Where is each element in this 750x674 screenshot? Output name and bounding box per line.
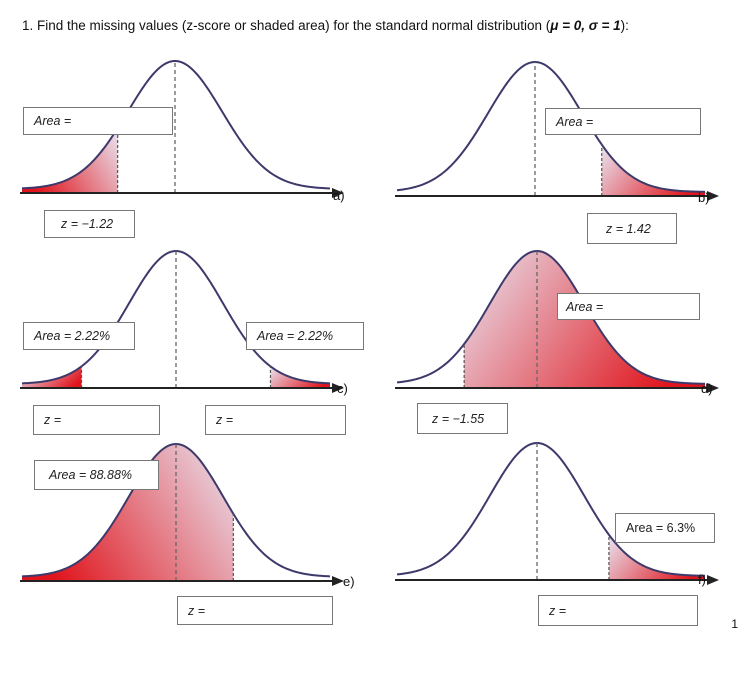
panel-label-e: e) bbox=[343, 574, 355, 589]
panel-a: a) Area = z = −1.22 bbox=[0, 50, 375, 250]
panel-label-a: a) bbox=[333, 188, 345, 203]
normal-curve-e bbox=[20, 442, 344, 586]
title-suffix: ): bbox=[620, 18, 629, 33]
z-callout-a[interactable]: z = −1.22 bbox=[44, 210, 135, 238]
panel-c: c) Area = 2.22% Area = 2.22% z = z = bbox=[0, 245, 375, 445]
area-callout-f[interactable]: Area = 6.3% bbox=[615, 513, 715, 543]
z-callout-c-right[interactable]: z = bbox=[205, 405, 346, 435]
area-callout-e[interactable]: Area = 88.88% bbox=[34, 460, 159, 490]
panel-b: b) Area = z = 1.42 bbox=[375, 50, 750, 250]
z-callout-f[interactable]: z = bbox=[538, 595, 698, 626]
area-callout-a[interactable]: Area = bbox=[23, 107, 173, 135]
normal-curve-f bbox=[395, 441, 719, 585]
area-callout-c-left[interactable]: Area = 2.22% bbox=[23, 322, 135, 350]
normal-curve-a bbox=[20, 60, 344, 198]
question-title: 1. Find the missing values (z-score or s… bbox=[22, 18, 629, 33]
normal-curve-b bbox=[395, 60, 719, 201]
z-callout-d[interactable]: z = −1.55 bbox=[417, 403, 508, 434]
area-callout-c-right[interactable]: Area = 2.22% bbox=[246, 322, 364, 350]
z-callout-c-left[interactable]: z = bbox=[33, 405, 160, 435]
panel-label-f: f) bbox=[698, 572, 706, 587]
area-callout-b[interactable]: Area = bbox=[545, 108, 701, 135]
panel-d: d) Area = z = −1.55 bbox=[375, 245, 750, 445]
panel-f: f) Area = 6.3% z = bbox=[375, 440, 750, 640]
area-callout-d[interactable]: Area = bbox=[557, 293, 700, 320]
panel-label-d: d) bbox=[701, 381, 713, 396]
z-callout-b[interactable]: z = 1.42 bbox=[587, 213, 677, 244]
panel-label-c: c) bbox=[337, 381, 348, 396]
z-callout-e[interactable]: z = bbox=[177, 596, 333, 625]
normal-curve-c bbox=[20, 249, 344, 393]
panel-e: e) Area = 88.88% z = bbox=[0, 440, 375, 640]
page-number: 1 bbox=[731, 617, 738, 631]
panel-label-b: b) bbox=[698, 190, 710, 205]
distribution-params: μ = 0, σ = 1 bbox=[550, 18, 621, 33]
title-text: 1. Find the missing values (z-score or s… bbox=[22, 18, 551, 33]
